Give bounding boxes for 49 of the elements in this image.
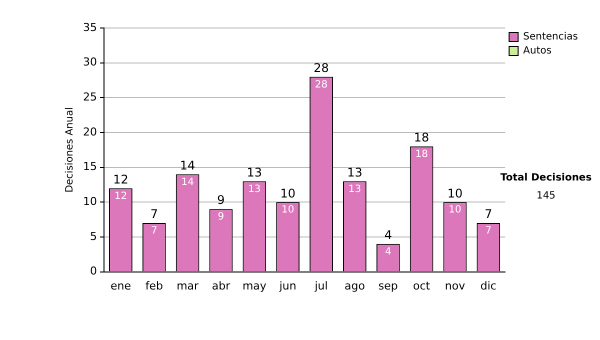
x-tick-label: oct	[413, 279, 431, 292]
data-label: 10	[281, 204, 294, 216]
y-tick-label: 35	[82, 20, 97, 34]
y-tick-label: 30	[82, 56, 97, 69]
x-tick-label: jun	[278, 279, 296, 292]
total-label: 14	[180, 158, 196, 172]
total-label: 7	[484, 207, 492, 222]
legend-label: Sentencias	[523, 32, 578, 43]
data-label: 4	[384, 246, 392, 258]
data-label: 13	[348, 184, 362, 195]
data-label: 9	[218, 212, 224, 223]
data-label: 7	[485, 226, 492, 237]
y-tick-label: 0	[90, 264, 97, 278]
total-label: 18	[414, 130, 430, 145]
total-label: 13	[347, 165, 362, 180]
data-label: 12	[114, 190, 128, 202]
y-tick-label: 25	[82, 90, 97, 104]
x-tick-label: nov	[444, 279, 466, 292]
x-tick-label: mar	[176, 279, 200, 292]
x-tick-label: may	[242, 279, 267, 292]
x-tick-label: abr	[212, 279, 231, 292]
data-label: 28	[314, 79, 328, 90]
data-label: 13	[248, 184, 261, 195]
data-label: 18	[415, 149, 428, 160]
total-label: 10	[447, 186, 463, 200]
y-tick-label: 10	[82, 195, 97, 208]
total-label: 4	[384, 228, 392, 242]
legend-label: Autos	[523, 46, 552, 57]
y-tick-label: 15	[82, 160, 97, 174]
x-tick-label: sep	[378, 279, 398, 292]
data-label: 10	[448, 204, 462, 216]
annotation: Total Decisiones	[500, 172, 592, 184]
x-tick-label: dic	[480, 279, 496, 292]
total-label: 12	[113, 172, 128, 186]
y-axis-title: Decisiones Anual	[64, 107, 76, 193]
x-tick-label: jul	[314, 279, 328, 292]
total-label: 9	[217, 193, 225, 208]
y-tick-label: 20	[82, 125, 97, 138]
data-label: 14	[181, 176, 194, 188]
total-label: 7	[150, 207, 158, 222]
y-tick-label: 5	[90, 230, 97, 243]
data-label: 7	[150, 226, 158, 237]
total-label: 13	[246, 165, 262, 180]
x-tick-label: ago	[344, 279, 366, 292]
total-label: 10	[280, 186, 296, 200]
total-label: 28	[314, 60, 329, 75]
text: 145	[536, 190, 556, 202]
x-tick-label: ene	[110, 279, 132, 292]
x-tick-label: feb	[145, 279, 163, 292]
